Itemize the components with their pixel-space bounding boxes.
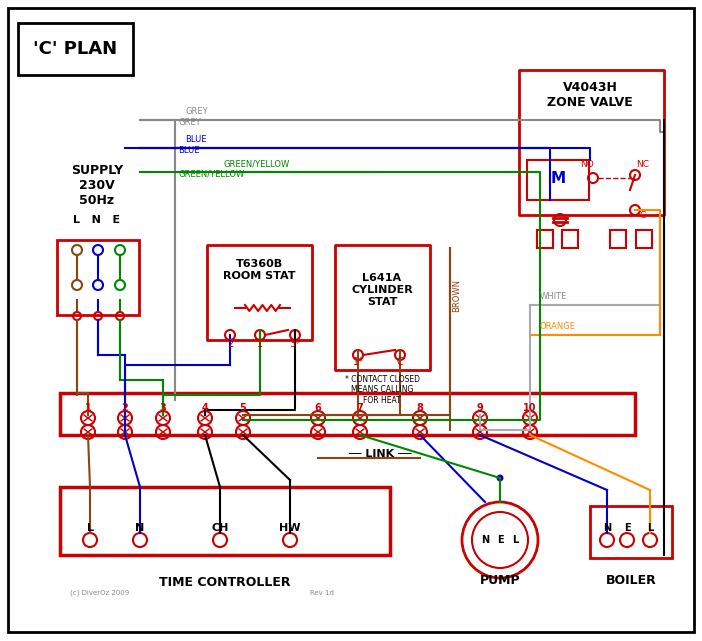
Bar	[519, 70, 664, 215]
Text: BLUE: BLUE	[178, 146, 199, 154]
Text: N: N	[481, 535, 489, 545]
Text: L   N   E: L N E	[74, 215, 121, 225]
Text: 3: 3	[159, 403, 166, 413]
Text: 9: 9	[477, 403, 484, 413]
Text: BLUE: BLUE	[185, 135, 206, 144]
Text: C: C	[397, 357, 404, 367]
Text: CH: CH	[211, 523, 229, 533]
Text: 2: 2	[227, 339, 233, 349]
Text: GREY: GREY	[178, 117, 201, 126]
Text: NO: NO	[580, 160, 594, 169]
Text: 'C' PLAN: 'C' PLAN	[33, 40, 117, 58]
Text: HW: HW	[279, 523, 300, 533]
Text: N: N	[603, 523, 611, 533]
Text: E: E	[623, 523, 630, 533]
Text: N: N	[135, 523, 145, 533]
Text: T6360B
ROOM STAT: T6360B ROOM STAT	[223, 259, 296, 281]
Text: WHITE: WHITE	[540, 292, 567, 301]
Text: E: E	[497, 535, 503, 545]
Text: 3*: 3*	[289, 339, 300, 349]
Text: BOILER: BOILER	[606, 574, 656, 587]
Text: NC: NC	[637, 160, 649, 169]
Text: L: L	[512, 535, 518, 545]
Text: PUMP: PUMP	[479, 574, 520, 587]
Circle shape	[496, 474, 503, 481]
Text: C: C	[640, 211, 646, 220]
Bar	[590, 506, 672, 558]
Bar	[207, 245, 312, 340]
Text: Rev 1d: Rev 1d	[310, 590, 334, 596]
Text: ORANGE: ORANGE	[540, 322, 576, 331]
Bar	[335, 245, 430, 370]
Text: 7: 7	[357, 403, 364, 413]
Text: BROWN: BROWN	[452, 279, 461, 312]
Text: L: L	[647, 523, 653, 533]
Bar	[636, 230, 652, 248]
Text: TIME CONTROLLER: TIME CONTROLLER	[159, 576, 291, 590]
Bar	[610, 230, 626, 248]
Text: L641A
CYLINDER
STAT: L641A CYLINDER STAT	[351, 274, 413, 306]
Text: 10: 10	[523, 403, 537, 413]
Text: GREEN/YELLOW: GREEN/YELLOW	[178, 169, 244, 178]
Bar	[60, 487, 390, 555]
Text: GREEN/YELLOW: GREEN/YELLOW	[223, 159, 289, 168]
Text: 4: 4	[201, 403, 208, 413]
Text: (c) DiverOz 2009: (c) DiverOz 2009	[70, 590, 129, 597]
Bar	[18, 23, 133, 75]
Bar	[57, 240, 139, 315]
Text: V4043H
ZONE VALVE: V4043H ZONE VALVE	[547, 81, 633, 109]
Bar	[527, 160, 589, 200]
Bar	[562, 230, 578, 248]
Text: GREY: GREY	[185, 107, 208, 116]
Text: 8: 8	[416, 403, 423, 413]
Text: SUPPLY
230V
50Hz: SUPPLY 230V 50Hz	[71, 163, 123, 206]
Text: 1: 1	[85, 403, 91, 413]
Text: * CONTACT CLOSED
MEANS CALLING
FOR HEAT: * CONTACT CLOSED MEANS CALLING FOR HEAT	[345, 375, 420, 405]
Text: 1*: 1*	[352, 357, 364, 367]
Text: 6: 6	[314, 403, 322, 413]
Text: M: M	[550, 171, 566, 185]
Text: ── LINK ──: ── LINK ──	[348, 449, 412, 459]
Bar	[537, 230, 553, 248]
Text: 5: 5	[239, 403, 246, 413]
Text: L: L	[86, 523, 93, 533]
Text: 1: 1	[257, 339, 263, 349]
Text: 2: 2	[121, 403, 128, 413]
Bar	[60, 393, 635, 435]
